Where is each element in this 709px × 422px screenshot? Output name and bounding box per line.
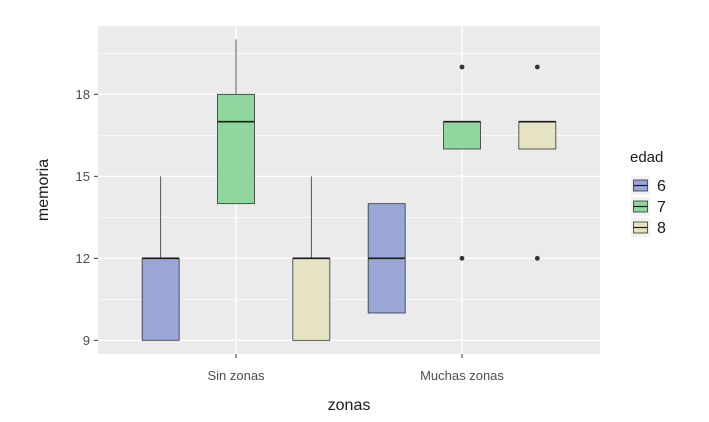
box-6-sin-zonas <box>141 176 180 341</box>
outlier-point <box>459 255 465 261</box>
legend-key-6 <box>631 176 650 195</box>
y-axis-title: memoria <box>35 159 52 221</box>
x-tick-label: Sin zonas <box>207 368 265 383</box>
box-body <box>292 257 331 341</box>
outlier-point <box>534 255 540 261</box>
box-8-sin-zonas <box>292 176 331 341</box>
outlier-point <box>534 64 540 70</box>
outlier-point <box>459 64 465 70</box>
y-tick-label: 9 <box>83 333 90 348</box>
box-body <box>443 121 481 150</box>
y-tick-label: 18 <box>76 87 90 102</box>
x-axis-title: zonas <box>328 397 371 414</box>
box-7-sin-zonas <box>217 39 255 205</box>
axes: 9 12 15 18 Sin zonas Muchas zonas <box>76 87 505 383</box>
y-tick-label: 12 <box>76 251 90 266</box>
legend: edad 6 7 8 <box>630 149 666 237</box>
minor-gridlines <box>98 53 600 300</box>
legend-label-7: 7 <box>657 199 666 216</box>
y-tick-label: 15 <box>76 169 90 184</box>
legend-key-7 <box>631 197 650 216</box>
legend-title: edad <box>630 149 663 166</box>
box-series <box>141 39 557 341</box>
legend-label-6: 6 <box>657 178 666 195</box>
legend-key-8 <box>631 218 650 237</box>
box-body <box>141 257 180 341</box>
box-body <box>518 121 557 150</box>
box-8-muchas-zonas <box>518 64 557 261</box>
box-6-muchas-zonas <box>367 203 406 314</box>
box-body <box>217 93 255 205</box>
legend-label-8: 8 <box>657 220 666 237</box>
x-tick-label: Muchas zonas <box>420 368 504 383</box>
box-7-muchas-zonas <box>443 64 481 261</box>
